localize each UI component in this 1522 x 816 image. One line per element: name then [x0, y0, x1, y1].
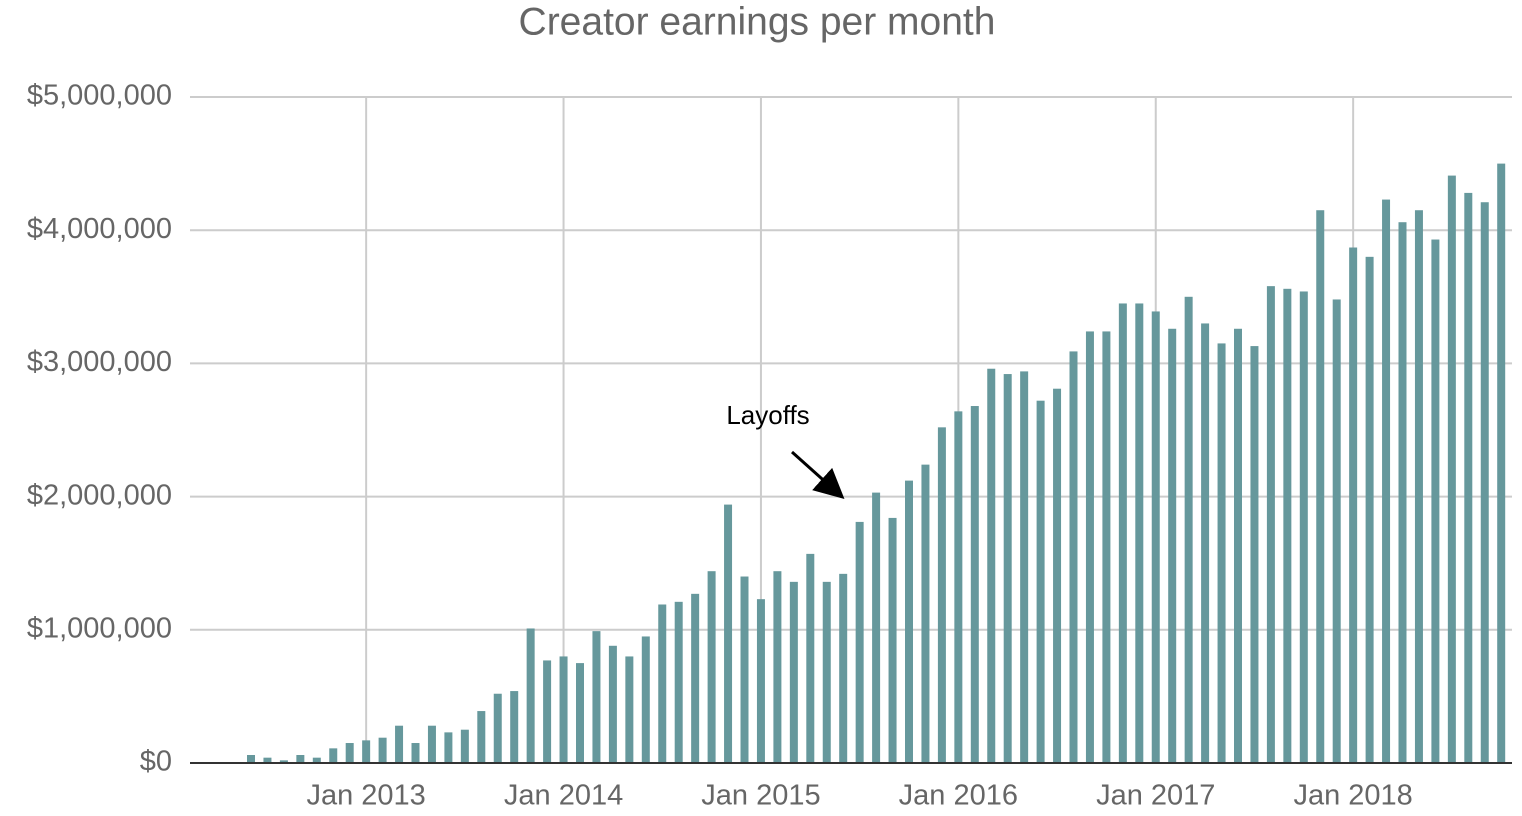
bar — [493, 693, 502, 763]
bar — [345, 743, 354, 763]
bar — [724, 504, 733, 763]
bar — [625, 656, 634, 763]
x-tick-label: Jan 2017 — [1096, 780, 1215, 812]
bar — [1266, 286, 1275, 763]
bar — [1020, 371, 1029, 763]
bar — [707, 571, 716, 763]
bar — [510, 691, 519, 763]
bar — [674, 601, 683, 763]
y-tick-label: $3,000,000 — [27, 346, 172, 378]
bar — [1464, 192, 1473, 764]
bar — [1085, 331, 1094, 763]
bar — [888, 517, 897, 763]
bar — [1250, 346, 1259, 763]
bar — [822, 581, 831, 763]
x-tick-label: Jan 2014 — [504, 780, 623, 812]
bar — [789, 581, 798, 763]
bar — [608, 645, 617, 763]
bar — [855, 521, 864, 763]
bar — [543, 660, 552, 763]
bar — [1316, 210, 1325, 764]
bar — [1349, 247, 1358, 764]
bar — [1332, 299, 1341, 763]
bar — [1151, 311, 1160, 763]
bar — [559, 656, 568, 763]
bar — [872, 492, 881, 763]
bar — [1135, 303, 1144, 763]
bar — [1283, 288, 1292, 763]
bar — [1217, 343, 1226, 763]
bar — [806, 553, 815, 763]
bar — [1053, 388, 1062, 763]
bar — [247, 755, 255, 763]
bar — [1201, 323, 1210, 763]
bar — [1398, 222, 1407, 763]
bar — [756, 599, 765, 763]
y-tick-label: $5,000,000 — [27, 80, 172, 112]
bar — [1003, 374, 1012, 763]
annotation: Layoffs — [726, 400, 809, 430]
annotation-arrow — [790, 450, 845, 500]
bar — [839, 573, 848, 763]
bar — [411, 743, 420, 763]
bar — [1497, 163, 1506, 764]
x-tick-label: Jan 2013 — [306, 780, 425, 812]
bar — [954, 411, 963, 763]
bar — [641, 636, 650, 763]
bar — [1184, 296, 1193, 763]
bar — [477, 711, 486, 763]
bar — [526, 628, 535, 763]
bar — [1480, 202, 1489, 763]
bar — [1414, 210, 1423, 764]
bar — [1234, 328, 1242, 763]
bar — [427, 725, 436, 763]
bar — [263, 757, 272, 763]
x-tick-label: Jan 2016 — [899, 780, 1018, 812]
bar — [1382, 199, 1391, 764]
bar — [987, 368, 996, 763]
bar — [576, 663, 584, 763]
bar — [329, 748, 338, 763]
bar — [1118, 303, 1127, 763]
x-tick-label: Jan 2015 — [701, 780, 820, 812]
bar — [1447, 175, 1456, 763]
bar — [378, 737, 387, 763]
bar — [592, 631, 601, 763]
y-tick-label: $2,000,000 — [27, 479, 172, 511]
bar — [740, 576, 749, 763]
bar — [444, 732, 453, 763]
y-tick-label: $1,000,000 — [27, 612, 172, 644]
bar — [905, 480, 913, 763]
bar — [970, 406, 979, 763]
bar — [691, 593, 700, 763]
bar — [921, 464, 930, 763]
bar — [460, 729, 469, 763]
bar — [279, 760, 288, 763]
x-tick-label: Jan 2018 — [1293, 780, 1412, 812]
bar — [658, 604, 667, 763]
bar — [362, 740, 371, 763]
bar — [1036, 400, 1045, 763]
y-tick-label: $0 — [140, 746, 172, 778]
bar — [937, 427, 946, 763]
y-tick-label: $4,000,000 — [27, 213, 172, 245]
bar — [296, 755, 305, 763]
bar — [395, 725, 404, 763]
bar — [1431, 239, 1440, 764]
bar — [1168, 328, 1177, 763]
bar — [1102, 331, 1111, 763]
bar — [1069, 351, 1078, 763]
bar — [773, 571, 782, 763]
chart-title: Creator earnings per month — [519, 0, 996, 43]
bar — [1365, 256, 1374, 763]
bar — [1299, 291, 1308, 763]
bar — [312, 757, 321, 763]
